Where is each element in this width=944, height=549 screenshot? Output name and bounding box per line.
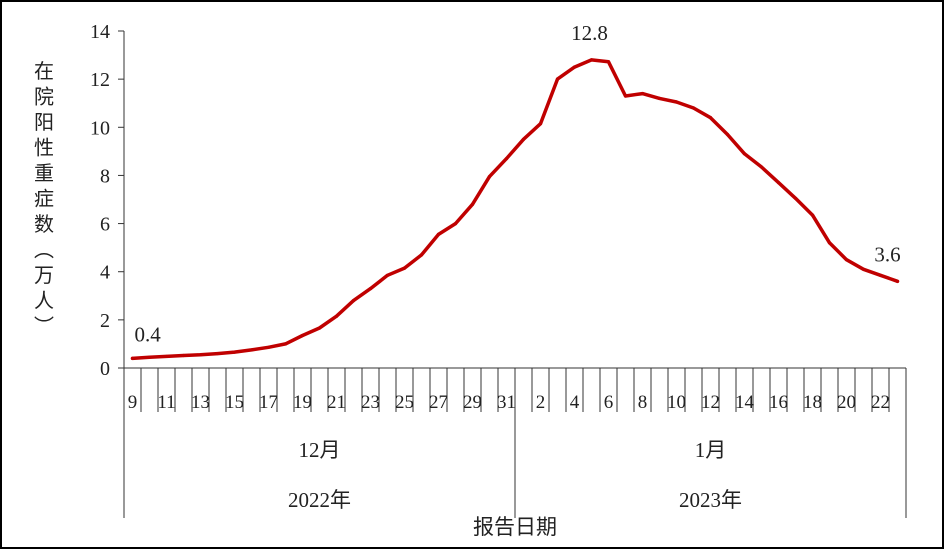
data-point bbox=[368, 286, 373, 291]
y-axis: 0 2 4 6 8 10 12 14 bbox=[90, 21, 125, 380]
data-point bbox=[232, 350, 237, 354]
plot-area bbox=[130, 58, 900, 361]
x-tick-label: 16 bbox=[769, 392, 788, 413]
x-axis-title: 报告日期 bbox=[473, 515, 557, 539]
data-point bbox=[351, 299, 356, 303]
data-point bbox=[249, 348, 254, 352]
data-point bbox=[317, 326, 322, 330]
data-point bbox=[266, 345, 271, 349]
x-tick-label: 15 bbox=[225, 392, 244, 413]
data-point bbox=[436, 232, 441, 237]
x-tick-label: 23 bbox=[361, 392, 380, 413]
y-axis-title: 在院阳性重症数︵万人︶ bbox=[34, 59, 54, 338]
series-line bbox=[130, 58, 900, 361]
x-tick-label: 21 bbox=[327, 392, 346, 413]
data-point bbox=[504, 156, 509, 161]
month-label: 12月 bbox=[299, 438, 341, 462]
data-point bbox=[878, 273, 883, 277]
data-point bbox=[453, 221, 458, 226]
x-tick-label: 27 bbox=[429, 392, 448, 413]
y-tick-label: 6 bbox=[100, 214, 110, 236]
data-label: 3.6 bbox=[874, 242, 900, 266]
x-tick-label: 2 bbox=[536, 392, 546, 413]
data-point bbox=[708, 116, 713, 120]
data-point bbox=[623, 94, 628, 98]
data-point bbox=[657, 96, 662, 100]
x-tick-label: 14 bbox=[735, 392, 755, 413]
x-tick-label: 4 bbox=[570, 392, 580, 413]
data-point bbox=[487, 175, 492, 179]
data-point bbox=[759, 165, 764, 169]
x-tick-label: 11 bbox=[157, 392, 175, 413]
data-point bbox=[470, 202, 475, 206]
y-tick-label: 4 bbox=[100, 262, 110, 284]
x-tick-label: 8 bbox=[638, 392, 648, 413]
x-tick-label: 25 bbox=[395, 392, 414, 413]
data-point bbox=[572, 65, 577, 69]
data-point bbox=[130, 356, 135, 360]
data-point bbox=[283, 342, 288, 346]
data-point bbox=[691, 106, 696, 110]
x-tick-label: 20 bbox=[837, 392, 856, 413]
data-point bbox=[589, 58, 594, 62]
y-tick-label: 8 bbox=[100, 165, 110, 187]
y-tick-label: 14 bbox=[90, 21, 110, 43]
data-label: 12.8 bbox=[571, 21, 608, 45]
y-tick-label: 10 bbox=[90, 117, 110, 139]
x-tick-label: 22 bbox=[871, 392, 890, 413]
data-labels: 0.4 12.8 3.6 bbox=[135, 21, 901, 346]
data-point bbox=[538, 122, 543, 126]
data-point bbox=[606, 60, 611, 64]
data-point bbox=[419, 253, 424, 257]
data-point bbox=[640, 91, 645, 96]
x-tick-label: 31 bbox=[497, 392, 516, 413]
data-point bbox=[810, 213, 815, 217]
data-point bbox=[147, 355, 152, 359]
data-point bbox=[334, 314, 339, 318]
x-tick-label: 29 bbox=[463, 392, 482, 413]
data-point bbox=[844, 258, 849, 262]
data-point bbox=[742, 152, 747, 156]
x-tick-label: 13 bbox=[191, 392, 210, 413]
data-point bbox=[215, 351, 220, 356]
data-point bbox=[827, 241, 832, 245]
data-point bbox=[300, 333, 305, 338]
x-tick-label: 6 bbox=[604, 392, 614, 413]
data-point bbox=[674, 100, 679, 104]
data-point bbox=[793, 196, 798, 200]
data-point bbox=[164, 354, 169, 359]
data-point bbox=[385, 273, 390, 277]
month-label: 1月 bbox=[695, 438, 727, 462]
data-point bbox=[555, 77, 560, 81]
x-tick-label: 19 bbox=[293, 392, 312, 413]
data-point bbox=[776, 181, 781, 185]
data-point bbox=[402, 266, 407, 270]
data-label: 0.4 bbox=[135, 322, 162, 346]
x-tick-label: 10 bbox=[667, 392, 686, 413]
data-point bbox=[181, 353, 186, 358]
x-tick-label: 17 bbox=[259, 392, 278, 413]
data-point bbox=[725, 132, 730, 137]
x-axis: 9 11 13 15 17 19 21 23 25 27 29 31 2 4 6 8 10 12 14 16 18 20 2… bbox=[123, 367, 907, 518]
x-tick-label: 18 bbox=[803, 392, 822, 413]
data-point bbox=[521, 137, 526, 141]
data-point bbox=[861, 267, 866, 271]
y-tick-label: 0 bbox=[100, 358, 110, 380]
year-label: 2023年 bbox=[679, 488, 742, 512]
y-tick-label: 2 bbox=[100, 310, 110, 332]
year-label: 2022年 bbox=[288, 488, 351, 512]
y-tick-label: 12 bbox=[90, 69, 110, 91]
data-point bbox=[198, 353, 203, 357]
x-tick-label: 12 bbox=[701, 392, 720, 413]
x-tick-label: 9 bbox=[128, 392, 138, 413]
data-point bbox=[895, 279, 900, 283]
